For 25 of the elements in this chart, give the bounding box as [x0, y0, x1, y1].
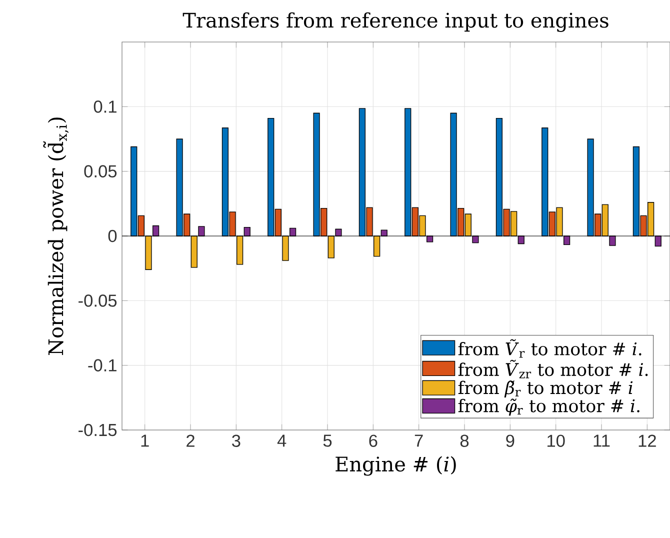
legend-label: from φ̃$_{r}$ to motor # i.	[458, 398, 640, 416]
legend-label: from Ṽ$_{zr}$ to motor # i.	[458, 360, 648, 378]
x-axis-title: Engine # (i)	[336, 456, 456, 476]
x-tick-label: 2	[186, 434, 194, 447]
x-tick-label: 10	[548, 434, 565, 447]
x-tick-label: 11	[594, 434, 610, 447]
x-tick-label: 8	[460, 434, 469, 447]
y-tick-label: 0.1	[94, 100, 116, 113]
x-tick-label: 12	[638, 434, 656, 447]
chart-title: Transfers from reference input to engines	[182, 12, 608, 32]
y-axis-title: Normalized power (d̃$_{x,i}$)	[43, 118, 69, 355]
y-tick-label: -0.1	[88, 359, 116, 372]
y-tick-label: -0.15	[78, 424, 117, 436]
y-tick-label: 0.05	[84, 165, 117, 178]
x-tick-label: 4	[277, 434, 286, 447]
y-tick-label: 0	[108, 230, 117, 242]
x-tick-label: 1	[141, 434, 149, 447]
x-tick-label: 7	[414, 434, 423, 447]
legend-label: from β̃$_{r}$ to motor # i	[458, 380, 633, 398]
x-tick-label: 6	[369, 434, 378, 447]
y-tick-label: -0.05	[78, 294, 117, 307]
x-tick-label: 3	[232, 434, 240, 447]
x-tick-label: 9	[506, 434, 514, 447]
legend-label: from Ṽ$_{r}$ to motor # i.	[458, 339, 642, 358]
x-tick-label: 5	[323, 434, 332, 447]
